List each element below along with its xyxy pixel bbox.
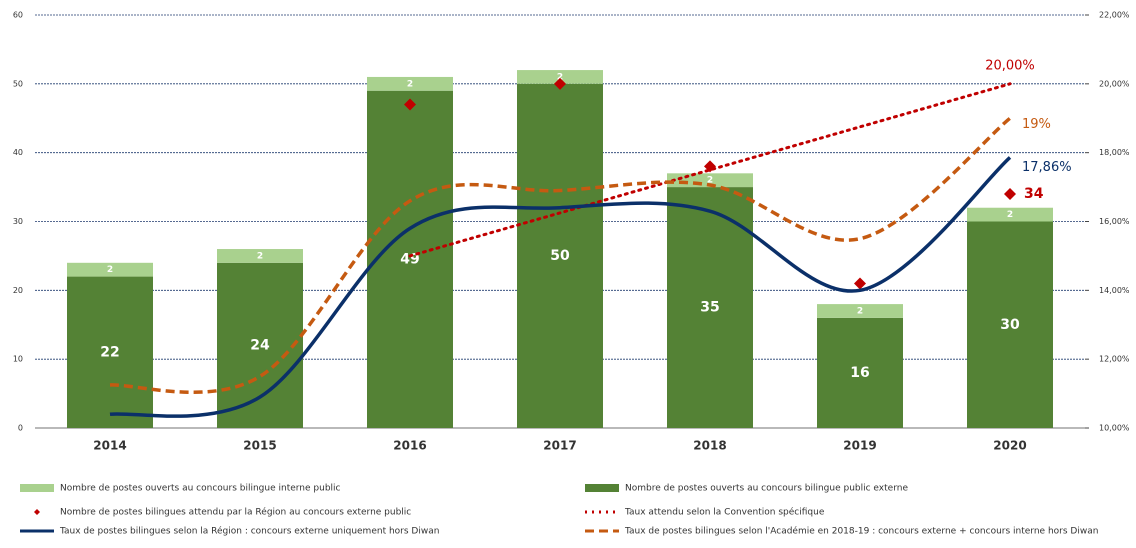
bar xyxy=(517,83,603,428)
legend-label: Taux attendu selon la Convention spécifi… xyxy=(624,507,825,518)
legend-label: Nombre de postes bilingues attendu par l… xyxy=(60,507,411,518)
bar-label: 2 xyxy=(1007,210,1013,220)
bar-label: 2 xyxy=(857,306,863,316)
x-tick-label: 2016 xyxy=(393,439,426,453)
legend-swatch xyxy=(20,484,54,492)
diamond-marker xyxy=(854,277,866,290)
bar-label: 2 xyxy=(257,251,263,261)
diamond-marker xyxy=(554,77,566,90)
data-label: 20,00% xyxy=(985,58,1035,73)
data-label: 17,86% xyxy=(1022,160,1072,175)
x-tick-label: 2014 xyxy=(93,439,126,453)
y2-tick-label: 20,00% xyxy=(1099,79,1130,88)
bar xyxy=(367,90,453,428)
data-label: 19% xyxy=(1022,117,1051,132)
bar-label: 2 xyxy=(557,72,563,82)
y2-tick-label: 16,00% xyxy=(1099,217,1130,226)
bar xyxy=(667,187,753,428)
bar-label: 22 xyxy=(100,344,119,360)
line-series xyxy=(408,82,1012,258)
bar-label: 2 xyxy=(107,265,113,275)
x-tick-label: 2017 xyxy=(543,439,576,453)
legend-swatch xyxy=(34,509,40,515)
diamond-marker xyxy=(1004,187,1016,200)
bar xyxy=(817,304,903,318)
bar xyxy=(217,249,303,263)
bar-label: 50 xyxy=(550,248,570,264)
line-series xyxy=(109,156,1012,418)
data-label: 34 xyxy=(1024,186,1044,202)
y-tick-label: 20 xyxy=(13,286,23,295)
legend-label: Taux de postes bilingues selon la Région… xyxy=(59,526,439,537)
bar xyxy=(217,262,303,428)
bar-label: 30 xyxy=(1000,317,1020,333)
bar-label: 24 xyxy=(250,337,270,353)
y2-tick-label: 18,00% xyxy=(1099,148,1130,157)
x-tick-label: 2019 xyxy=(843,439,876,453)
y-tick-label: 0 xyxy=(18,424,23,433)
x-tick-label: 2018 xyxy=(693,439,726,453)
bar xyxy=(817,317,903,428)
bar-label: 49 xyxy=(400,251,419,267)
diamond-marker xyxy=(404,98,416,111)
bar xyxy=(517,70,603,84)
y2-tick-label: 12,00% xyxy=(1099,355,1130,364)
legend-label: Nombre de postes ouverts au concours bil… xyxy=(625,484,908,494)
bar xyxy=(967,221,1053,428)
bar xyxy=(967,207,1053,222)
y-tick-label: 50 xyxy=(13,79,23,88)
bar xyxy=(67,262,153,277)
line-series xyxy=(109,116,1012,394)
y2-tick-label: 14,00% xyxy=(1099,286,1130,295)
bar-label: 35 xyxy=(700,300,719,316)
y-tick-label: 30 xyxy=(13,217,23,226)
bar-label: 2 xyxy=(707,176,713,186)
y-tick-label: 40 xyxy=(13,148,23,157)
x-tick-label: 2015 xyxy=(243,439,276,453)
bar-label: 16 xyxy=(850,365,869,381)
y2-tick-label: 10,00% xyxy=(1099,424,1130,433)
legend-label: Nombre de postes ouverts au concours bil… xyxy=(60,484,341,494)
legend-label: Taux de postes bilingues selon l'Académi… xyxy=(624,526,1098,537)
bar xyxy=(367,76,453,91)
bar xyxy=(67,276,153,428)
legend-swatch xyxy=(585,484,619,492)
y-tick-label: 60 xyxy=(13,11,23,20)
y2-tick-label: 22,00% xyxy=(1099,11,1130,20)
bar-label: 2 xyxy=(407,79,413,89)
y-tick-label: 10 xyxy=(13,355,23,364)
x-tick-label: 2020 xyxy=(993,439,1026,453)
